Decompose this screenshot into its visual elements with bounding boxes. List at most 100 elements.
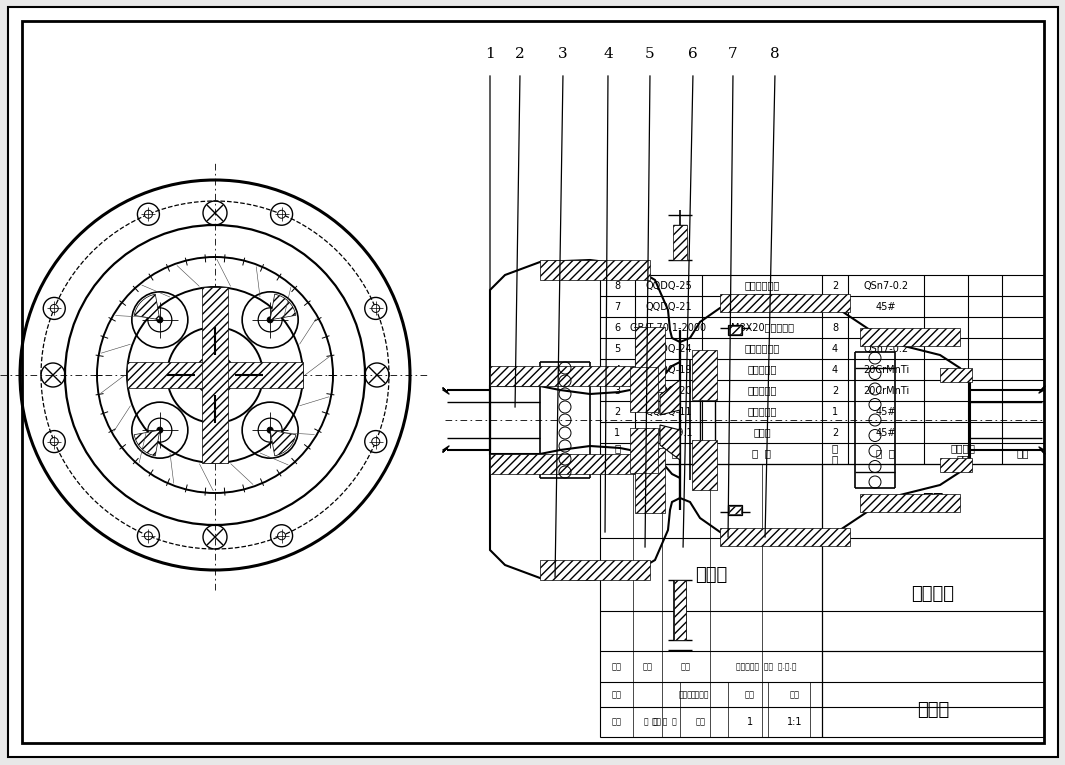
- Bar: [720, 528, 850, 546]
- Text: 8: 8: [615, 281, 621, 291]
- Circle shape: [157, 317, 163, 323]
- Text: 件数总计
重量: 件数总计 重量: [950, 443, 976, 464]
- Polygon shape: [679, 295, 970, 545]
- Text: 45#: 45#: [875, 428, 897, 438]
- Bar: [861, 328, 960, 346]
- Text: 2: 2: [832, 281, 838, 291]
- Text: 共  张  第  张: 共 张 第 张: [643, 718, 676, 727]
- Circle shape: [278, 210, 285, 218]
- Circle shape: [145, 532, 152, 540]
- Bar: [861, 494, 960, 512]
- Wedge shape: [134, 430, 160, 456]
- Circle shape: [372, 438, 380, 445]
- Circle shape: [145, 210, 152, 218]
- Text: 更改文件号  签名  年.月.日: 更改文件号 签名 年.月.日: [736, 662, 797, 671]
- Circle shape: [50, 304, 59, 312]
- Circle shape: [372, 304, 380, 312]
- Text: 备注: 备注: [1017, 448, 1029, 458]
- Text: 数
量: 数 量: [832, 443, 838, 464]
- Text: 5: 5: [645, 47, 655, 61]
- Circle shape: [278, 532, 285, 540]
- Bar: [540, 560, 650, 580]
- Bar: [720, 294, 850, 312]
- Text: 20CrMnTi: 20CrMnTi: [863, 386, 910, 396]
- Text: 半轴锥齿轮: 半轴锥齿轮: [748, 386, 776, 396]
- Text: 1: 1: [832, 406, 838, 416]
- Bar: [490, 454, 640, 474]
- Bar: [490, 366, 640, 386]
- Text: QQDQ-19: QQDQ-19: [645, 364, 692, 375]
- Text: 装配图: 装配图: [694, 565, 727, 584]
- Text: 2: 2: [832, 386, 838, 396]
- Text: 7: 7: [728, 47, 738, 61]
- Text: 名  称: 名 称: [753, 448, 771, 458]
- Text: QSn7-0.2: QSn7-0.2: [864, 281, 908, 291]
- Text: 批准: 批准: [697, 718, 706, 727]
- Wedge shape: [271, 295, 296, 320]
- Text: 1:1: 1:1: [787, 717, 803, 727]
- Text: 差速器右壳: 差速器右壳: [748, 301, 776, 311]
- Text: 代  号: 代 号: [659, 448, 678, 458]
- Text: 标记: 标记: [611, 662, 622, 671]
- Text: QQDQ-9.1: QQDQ-9.1: [643, 428, 693, 438]
- Text: 1: 1: [747, 717, 753, 727]
- Bar: [730, 326, 741, 334]
- Text: 6: 6: [615, 323, 621, 333]
- Text: 7: 7: [615, 301, 621, 311]
- Text: 20CrMnTi: 20CrMnTi: [863, 364, 910, 375]
- Text: 2: 2: [832, 428, 838, 438]
- Text: 处数: 处数: [642, 662, 653, 671]
- Circle shape: [267, 427, 273, 433]
- Text: 4: 4: [832, 364, 838, 375]
- Text: 数量: 数量: [746, 690, 755, 699]
- Text: 4: 4: [603, 47, 612, 61]
- Circle shape: [157, 427, 163, 433]
- Text: QQDQ-20: QQDQ-20: [645, 386, 692, 396]
- Bar: [127, 362, 304, 388]
- Text: GB/T 70.1-2000: GB/T 70.1-2000: [630, 323, 706, 333]
- Text: 8: 8: [832, 323, 838, 333]
- Text: 45#: 45#: [875, 406, 897, 416]
- Text: 序
号: 序 号: [615, 443, 621, 464]
- Text: QQDQ-21: QQDQ-21: [645, 301, 692, 311]
- Text: 4: 4: [832, 343, 838, 353]
- Text: 分区: 分区: [681, 662, 691, 671]
- Text: QQDQ-25: QQDQ-25: [645, 281, 692, 291]
- Text: 差速器左壳: 差速器左壳: [748, 406, 776, 416]
- Bar: [630, 428, 658, 473]
- Text: 差速器: 差速器: [917, 701, 949, 718]
- Text: 学校: 学校: [922, 492, 944, 509]
- Text: 2: 2: [615, 406, 621, 416]
- Bar: [674, 580, 686, 640]
- Bar: [692, 350, 717, 400]
- Text: 比例: 比例: [790, 690, 800, 699]
- Text: 5: 5: [615, 343, 621, 353]
- Text: M8X20圆柱头螺钉: M8X20圆柱头螺钉: [731, 323, 793, 333]
- Bar: [692, 440, 717, 490]
- Text: 内半轴: 内半轴: [753, 428, 771, 438]
- Text: 2: 2: [515, 47, 525, 61]
- Text: 8: 8: [770, 47, 780, 61]
- Text: QQDQ-24: QQDQ-24: [645, 343, 692, 353]
- Bar: [728, 325, 742, 335]
- Bar: [635, 448, 665, 513]
- Polygon shape: [660, 425, 679, 460]
- Circle shape: [267, 317, 273, 323]
- Bar: [540, 260, 650, 280]
- Text: 珠璃化: 珠璃化: [679, 690, 693, 699]
- Polygon shape: [490, 260, 679, 580]
- Text: 4: 4: [615, 364, 621, 375]
- Text: 工艺: 工艺: [652, 718, 661, 727]
- Text: 3: 3: [558, 47, 568, 61]
- Text: 1: 1: [832, 301, 838, 311]
- Circle shape: [50, 438, 59, 445]
- Text: 设计: 设计: [611, 690, 622, 699]
- Text: 审核: 审核: [611, 718, 622, 727]
- Text: 3: 3: [615, 386, 621, 396]
- Text: 材  料: 材 料: [876, 448, 896, 458]
- Polygon shape: [660, 380, 679, 415]
- Bar: [940, 458, 972, 472]
- Wedge shape: [134, 295, 160, 320]
- Text: QQDQ-11: QQDQ-11: [645, 406, 692, 416]
- Bar: [673, 225, 687, 260]
